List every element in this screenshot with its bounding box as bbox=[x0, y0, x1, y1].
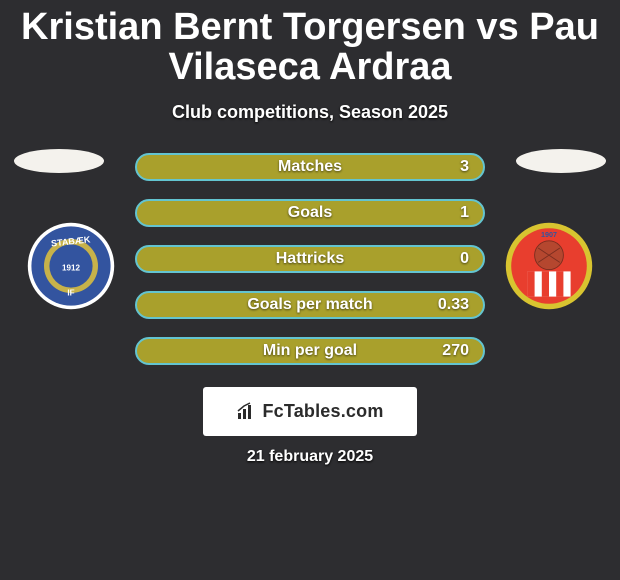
stat-label: Min per goal bbox=[263, 342, 357, 360]
stat-value: 0 bbox=[460, 250, 469, 268]
stat-bar-min-per-goal: Min per goal 270 bbox=[135, 337, 485, 365]
player-left-platform bbox=[14, 149, 104, 173]
stat-label: Hattricks bbox=[276, 250, 344, 268]
shield-icon: STABÆK IF 1912 bbox=[26, 221, 116, 311]
stat-label: Matches bbox=[278, 158, 342, 176]
source-logo: FcTables.com bbox=[203, 387, 417, 436]
date-label: 21 february 2025 bbox=[0, 448, 620, 466]
svg-text:1907: 1907 bbox=[541, 230, 557, 239]
stat-value: 0.33 bbox=[438, 296, 469, 314]
stat-bar-matches: Matches 3 bbox=[135, 153, 485, 181]
player-right-platform bbox=[516, 149, 606, 173]
stat-bar-goals-per-match: Goals per match 0.33 bbox=[135, 291, 485, 319]
stat-value: 270 bbox=[442, 342, 469, 360]
stat-bar-goals: Goals 1 bbox=[135, 199, 485, 227]
svg-text:1912: 1912 bbox=[62, 263, 80, 272]
page-title: Kristian Bernt Torgersen vs Pau Vilaseca… bbox=[0, 0, 620, 88]
stat-bars: Matches 3 Goals 1 Hattricks 0 Goals per … bbox=[135, 153, 485, 365]
stat-value: 3 bbox=[460, 158, 469, 176]
source-logo-text: FcTables.com bbox=[262, 401, 383, 422]
svg-text:IF: IF bbox=[67, 288, 74, 297]
club-crest-right: 1907 bbox=[504, 221, 594, 311]
bar-chart-icon bbox=[236, 401, 256, 421]
stat-label: Goals bbox=[288, 204, 332, 222]
stat-bar-hattricks: Hattricks 0 bbox=[135, 245, 485, 273]
shield-icon: 1907 bbox=[504, 221, 594, 311]
club-crest-left: STABÆK IF 1912 bbox=[26, 221, 116, 311]
subtitle: Club competitions, Season 2025 bbox=[0, 102, 620, 123]
comparison-panel: STABÆK IF 1912 1907 Matches 3 Goals 1 bbox=[0, 153, 620, 466]
stat-value: 1 bbox=[460, 204, 469, 222]
stat-label: Goals per match bbox=[247, 296, 372, 314]
